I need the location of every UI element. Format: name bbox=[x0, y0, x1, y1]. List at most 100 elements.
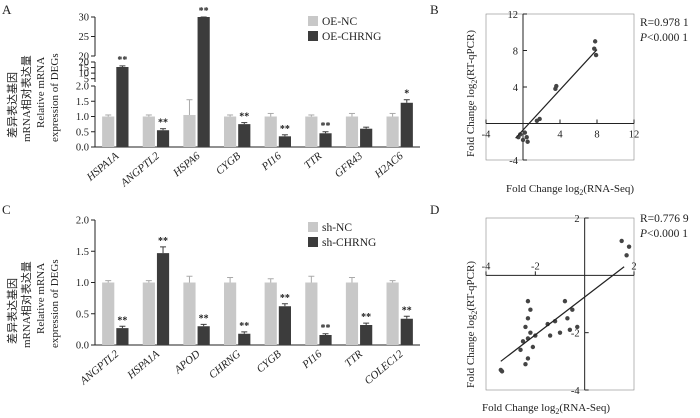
bar bbox=[360, 128, 373, 147]
xlabel-d: Fold Change log2(RNA-Seq) bbox=[482, 402, 610, 416]
bar bbox=[116, 67, 129, 147]
y-tick-label: 20 bbox=[79, 58, 90, 69]
data-point bbox=[525, 316, 531, 321]
bar-chart-c: 差异表达基因 mRNA相对表达量 Relative mRNA expressio… bbox=[5, 216, 420, 388]
x-tick-label: -4 bbox=[482, 130, 491, 141]
data-point bbox=[523, 324, 528, 330]
y-tick-label: 8 bbox=[513, 47, 518, 58]
significance-mark: ** bbox=[321, 121, 331, 132]
fit-line bbox=[500, 266, 625, 362]
x-tick-label: 2 bbox=[631, 261, 636, 272]
x-category-label: TTR bbox=[302, 150, 324, 172]
data-point bbox=[626, 244, 632, 249]
data-point bbox=[557, 330, 563, 335]
significance-mark: ** bbox=[117, 315, 127, 326]
bar bbox=[224, 116, 237, 147]
y-tick-label: -2 bbox=[571, 329, 580, 340]
bar bbox=[319, 133, 332, 147]
data-point bbox=[499, 369, 505, 374]
bar bbox=[400, 102, 413, 147]
data-point bbox=[522, 130, 528, 135]
bar bbox=[345, 282, 359, 345]
bar bbox=[305, 116, 318, 147]
bar-chart-a: 差异表达基因 mRNA相对表达量 Relative mRNA expressio… bbox=[5, 6, 420, 190]
bar bbox=[102, 282, 115, 345]
y-tick-label: 1.5 bbox=[76, 247, 89, 258]
x-tick-label: -2 bbox=[531, 261, 540, 272]
data-point bbox=[565, 316, 570, 321]
y-tick-label: 0.0 bbox=[76, 341, 89, 352]
bar bbox=[183, 114, 196, 147]
data-point bbox=[518, 132, 523, 137]
ylabel-a-zh: 差异表达基因 bbox=[5, 72, 19, 138]
data-point bbox=[592, 46, 597, 51]
significance-mark: ** bbox=[199, 6, 209, 17]
bar bbox=[238, 333, 251, 345]
ylabel-c-zh2: mRNA相对表达量 bbox=[19, 261, 33, 348]
significance-mark: ** bbox=[158, 236, 168, 247]
x-category-label: H2AC6 bbox=[372, 150, 406, 181]
legend-swatch-oe-chrng bbox=[308, 31, 318, 41]
ylabel-c-en1: Relative mRNA bbox=[35, 263, 47, 334]
legend-swatch-oe-nc bbox=[308, 16, 318, 26]
x-category-label: HSPA6 bbox=[170, 150, 203, 180]
ylabel-a-zh2: mRNA相对表达量 bbox=[19, 55, 33, 142]
x-category-label: TTR bbox=[343, 348, 365, 370]
bar bbox=[278, 306, 291, 345]
data-point bbox=[524, 134, 529, 140]
bar bbox=[386, 282, 399, 345]
y-tick-label: 25 bbox=[79, 32, 90, 43]
bar bbox=[197, 17, 210, 147]
data-point bbox=[547, 333, 553, 338]
data-point bbox=[570, 307, 575, 312]
plot-frame bbox=[485, 217, 635, 391]
y-tick-label: 2.0 bbox=[76, 216, 89, 227]
y-tick-label: 1.0 bbox=[76, 112, 89, 123]
x-category-label: APOD bbox=[172, 348, 203, 377]
x-category-label: CYGB bbox=[214, 150, 243, 177]
legend-label-sh-chrng: sh-CHRNG bbox=[322, 237, 376, 249]
data-point bbox=[593, 52, 599, 58]
data-point bbox=[520, 339, 526, 344]
xlabel-b: Fold Change log2(RNA-Seq) bbox=[506, 183, 634, 197]
y-tick-label: 20 bbox=[79, 52, 90, 63]
panel-letter-d: D bbox=[430, 202, 439, 217]
x-category-label: HSPA1A bbox=[84, 150, 122, 184]
y-tick-label: 5 bbox=[84, 74, 89, 85]
data-point bbox=[592, 39, 598, 44]
y-tick-label: 1.0 bbox=[76, 278, 89, 289]
significance-mark: ** bbox=[280, 124, 290, 135]
y-tick-label: 4 bbox=[513, 83, 519, 94]
significance-mark: ** bbox=[361, 312, 371, 323]
x-category-label: GFR43 bbox=[332, 150, 365, 180]
x-category-label: ANGPTL2 bbox=[118, 150, 162, 190]
bar bbox=[183, 282, 196, 345]
y-tick-label: 15 bbox=[79, 63, 90, 74]
bar bbox=[102, 116, 115, 147]
data-point bbox=[537, 116, 542, 122]
x-category-label: COLEC12 bbox=[362, 348, 406, 387]
bar bbox=[278, 136, 291, 147]
bar bbox=[264, 116, 277, 147]
data-point bbox=[525, 356, 531, 361]
scatter-chart-b: -4 4 8 12 -4 4 8 12 R=0.978 1 P<0.000 1 Fold Ch… bbox=[465, 10, 689, 197]
ylabel-a-en1: Relative mRNA bbox=[35, 57, 47, 128]
significance-mark: ** bbox=[117, 55, 127, 66]
significance-mark: ** bbox=[239, 321, 249, 332]
legend-swatch-sh-nc bbox=[308, 222, 318, 232]
data-point bbox=[523, 362, 528, 367]
legend-swatch-sh-chrng bbox=[308, 237, 318, 247]
scatter-chart-d: -4 -2 2 -4 -2 2 R=0.776 9 P<0.000 1 Fold Chan… bbox=[465, 213, 689, 416]
bar bbox=[264, 282, 277, 345]
y-tick-label: 1.5 bbox=[76, 97, 89, 108]
significance-mark: * bbox=[404, 89, 409, 100]
y-tick-label: -4 bbox=[509, 156, 518, 167]
panel-letter-b: B bbox=[430, 2, 439, 17]
data-point bbox=[525, 298, 531, 304]
x-category-label: CYGB bbox=[254, 348, 283, 375]
x-tick-label: 4 bbox=[557, 130, 563, 141]
ylabel-b: Fold Change log2(RT-qPCR) bbox=[465, 30, 479, 157]
ylabel-a-en2: expression of DEGs bbox=[49, 53, 61, 142]
data-point bbox=[554, 83, 559, 89]
data-point bbox=[624, 253, 629, 258]
